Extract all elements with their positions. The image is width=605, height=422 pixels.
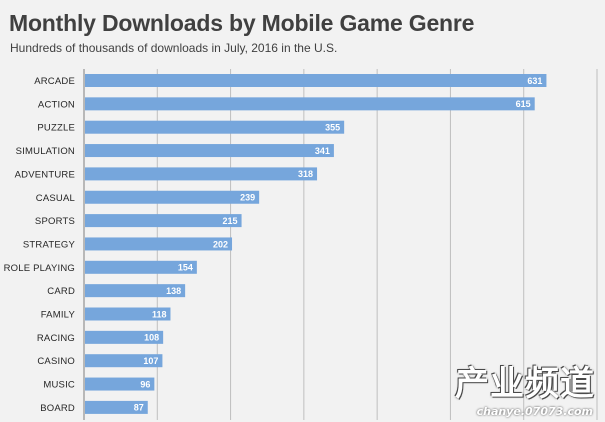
category-label: ADVENTURE — [15, 169, 75, 180]
bar-board — [85, 400, 148, 414]
value-label: 341 — [315, 146, 330, 156]
bar-casino — [85, 354, 163, 368]
value-label: 96 — [140, 379, 150, 389]
watermark-url: chanye.07073.com — [476, 405, 593, 418]
value-label: 318 — [298, 169, 313, 179]
value-label: 215 — [223, 216, 238, 226]
value-label: 107 — [143, 356, 158, 366]
bars — [85, 74, 547, 414]
category-label: RACING — [37, 333, 75, 344]
category-label: SIMULATION — [16, 146, 75, 157]
bar-racing — [85, 330, 164, 344]
bar-simulation — [85, 144, 334, 158]
bar-family — [85, 307, 171, 321]
category-label: ROLE PLAYING — [4, 263, 75, 274]
category-label: PUZZLE — [37, 123, 75, 134]
value-label: 239 — [240, 193, 255, 203]
bar-adventure — [85, 167, 318, 181]
category-label: MUSIC — [43, 380, 75, 391]
chart-title: Monthly Downloads by Mobile Game Genre — [9, 10, 475, 36]
bar-puzzle — [85, 120, 345, 134]
category-label: CASUAL — [36, 193, 75, 204]
category-label: ARCADE — [34, 76, 75, 87]
bar-arcade — [85, 74, 547, 87]
category-label: ACTION — [38, 99, 75, 110]
bar-strategy — [85, 237, 233, 251]
bar-action — [85, 97, 535, 111]
labels: ARCADE 631 ACTION 615 PUZZLE 355 SIMULATION 341… — [4, 76, 543, 414]
value-label: 138 — [166, 286, 181, 296]
bar-role-playing — [85, 260, 197, 274]
bar-music — [85, 377, 155, 391]
bar-card — [85, 284, 186, 298]
value-label: 355 — [325, 123, 340, 133]
value-label: 202 — [213, 239, 228, 249]
category-label: FAMILY — [41, 310, 76, 321]
value-label: 108 — [144, 333, 159, 343]
value-label: 87 — [134, 403, 144, 413]
watermark-text: 产业频道 — [455, 364, 595, 404]
value-label: 154 — [178, 263, 193, 273]
category-label: CARD — [47, 286, 75, 297]
category-label: STRATEGY — [23, 239, 76, 250]
chart-subtitle: Hundreds of thousands of downloads in Ju… — [10, 41, 338, 55]
value-label: 118 — [152, 309, 167, 319]
watermark: 产业频道 chanye.07073.com — [449, 356, 599, 420]
category-label: SPORTS — [35, 216, 75, 227]
bar-sports — [85, 214, 242, 228]
value-label: 615 — [516, 99, 531, 109]
category-label: CASINO — [37, 356, 75, 367]
category-label: BOARD — [40, 403, 75, 414]
value-label: 631 — [527, 76, 542, 86]
bar-casual — [85, 190, 260, 204]
